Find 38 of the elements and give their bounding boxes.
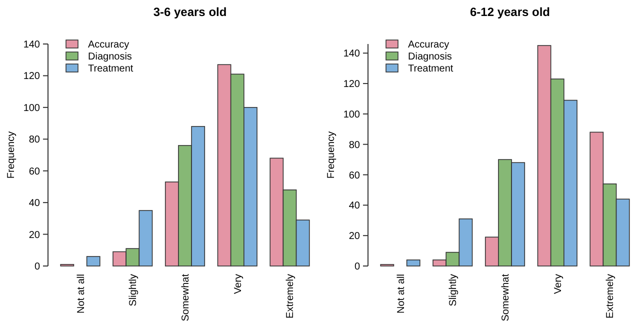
- y-tick-label: 80: [348, 140, 360, 151]
- y-tick-label: 40: [348, 200, 360, 212]
- x-tick-label: Not at all: [396, 274, 407, 314]
- x-tick-label: Somewhat: [500, 274, 512, 322]
- x-tick-label: Very: [552, 274, 564, 294]
- y-tick-label: 60: [348, 170, 360, 182]
- y-tick-label: 20: [28, 230, 40, 241]
- legend-label: Accuracy: [88, 40, 130, 50]
- y-axis-title: Frequency: [6, 131, 17, 179]
- x-tick-label: Extremely: [285, 274, 296, 318]
- y-tick-label: 140: [343, 48, 360, 60]
- legend-label: Treatment: [408, 64, 454, 74]
- x-tick-label: Not at all: [76, 274, 87, 314]
- y-tick-label: 100: [23, 102, 40, 114]
- y-tick-label: 60: [28, 166, 40, 178]
- bar: [406, 260, 420, 266]
- legend-label: Diagnosis: [88, 52, 132, 62]
- legend-label: Accuracy: [408, 40, 450, 50]
- x-tick-label: Extremely: [605, 274, 616, 318]
- y-tick-label: 20: [348, 231, 360, 242]
- y-tick-label: 80: [28, 134, 40, 146]
- x-tick-label: Slightly: [448, 274, 460, 306]
- legend-label: Treatment: [88, 64, 134, 74]
- x-tick-label: Slightly: [128, 274, 140, 306]
- bar: [86, 256, 100, 266]
- y-tick-label: 120: [23, 71, 40, 82]
- y-tick-label: 100: [343, 109, 360, 120]
- y-tick-label: 40: [28, 198, 40, 210]
- x-tick-label: Somewhat: [180, 274, 192, 322]
- legend-label: Diagnosis: [408, 52, 452, 62]
- y-tick-label: 120: [343, 79, 360, 90]
- y-tick-label: 0: [354, 262, 360, 272]
- chart-title: 6-12 years old: [470, 5, 550, 19]
- y-tick-label: 0: [34, 262, 40, 272]
- chart-title: 3-6 years old: [153, 5, 227, 19]
- x-tick-label: Very: [232, 274, 244, 294]
- y-axis-title: Frequency: [326, 131, 337, 179]
- y-tick-label: 140: [23, 40, 40, 50]
